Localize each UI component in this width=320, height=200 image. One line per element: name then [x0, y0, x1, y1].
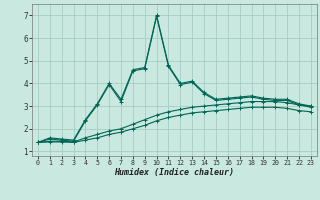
X-axis label: Humidex (Indice chaleur): Humidex (Indice chaleur)	[115, 168, 234, 177]
